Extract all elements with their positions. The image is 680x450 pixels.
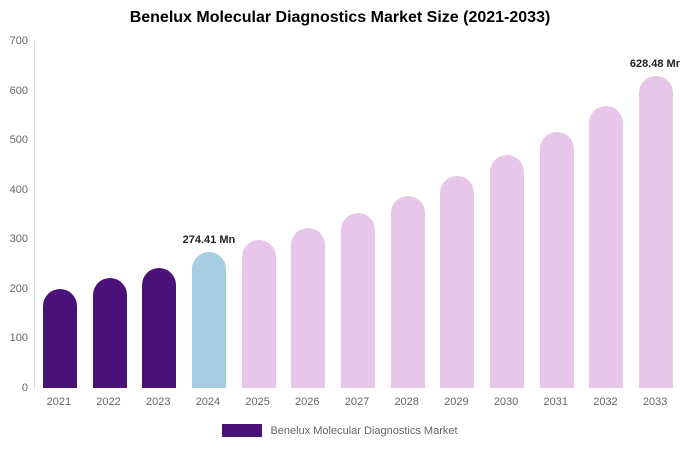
y-tick-label: 300	[9, 233, 28, 246]
data-label-2024: 274.41 Mn	[182, 233, 236, 246]
bar-2022	[92, 278, 127, 388]
x-tick-label: 2025	[245, 396, 270, 408]
x-tick-label: 2021	[46, 396, 72, 408]
legend-label: Benelux Molecular Diagnostics Market	[270, 424, 458, 437]
bar-2021	[42, 288, 77, 388]
bar-2030	[490, 155, 525, 388]
bar-2023	[142, 267, 177, 388]
bar-2033	[639, 76, 674, 388]
x-tick-label: 2026	[295, 396, 320, 408]
x-tick-label: 2028	[394, 396, 419, 408]
bar-2032	[589, 106, 624, 388]
bar-2027	[341, 213, 375, 388]
y-tick-label: 200	[9, 282, 28, 295]
y-tick-label: 0	[21, 382, 28, 394]
y-tick-label: 100	[9, 332, 28, 345]
x-tick-label: 2023	[145, 396, 171, 408]
x-tick-label: 2033	[642, 396, 668, 408]
x-tick-label: 2027	[344, 396, 370, 408]
y-tick-label: 400	[9, 183, 28, 196]
chart-title: Benelux Molecular Diagnostics Market Siz…	[129, 9, 551, 26]
bar-2031	[539, 132, 574, 388]
legend-item[interactable]: Benelux Molecular Diagnostics Market	[0, 424, 680, 437]
x-tick-label: 2031	[543, 396, 568, 408]
bar-2025	[241, 240, 276, 388]
bar-2026	[291, 227, 326, 388]
x-tick-label: 2024	[195, 396, 221, 408]
y-tick-label: 700	[9, 35, 28, 47]
y-axis: 0 100 200 300 400 500 600 700	[0, 35, 28, 394]
bar-2024	[191, 251, 226, 388]
data-label-2033: 628.48 Mn	[629, 58, 680, 71]
x-tick-label: 2022	[96, 396, 121, 408]
bar-2028	[390, 195, 425, 388]
x-tick-label: 2030	[493, 396, 519, 408]
bar-2029	[440, 175, 475, 388]
legend-swatch	[222, 424, 263, 437]
x-axis: 2021 2022 2023 2024 2025 2026 2027 2028 2029 2030…	[34, 396, 680, 412]
x-tick-label: 2032	[593, 396, 618, 408]
plot-area: 274.41 Mn 628.48 Mn	[34, 41, 680, 388]
x-tick-label: 2029	[444, 396, 469, 408]
y-tick-label: 500	[9, 134, 28, 147]
y-tick-label: 600	[9, 84, 28, 97]
